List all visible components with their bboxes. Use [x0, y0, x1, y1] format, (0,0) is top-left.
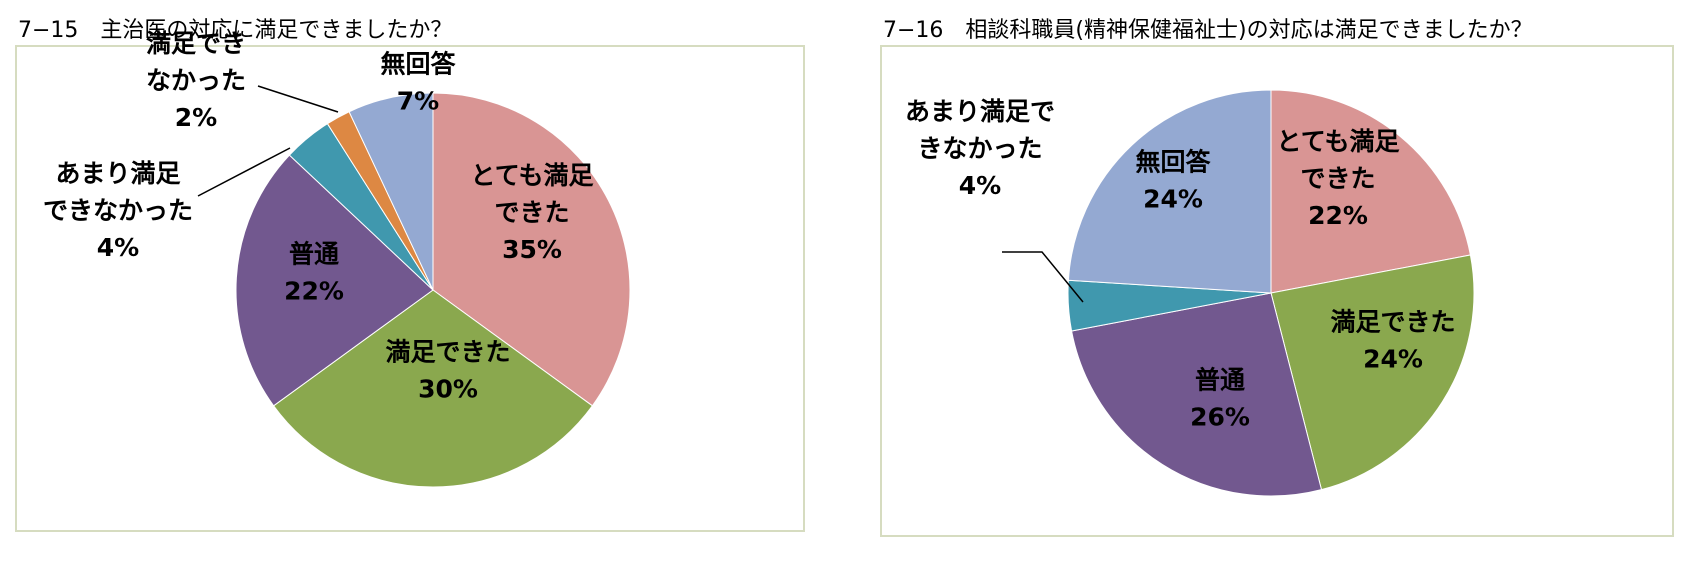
pie2-slice-4 — [1067, 89, 1272, 294]
chart-title-2: 7−16 相談科職員(精神保健福祉士)の対応は満足できましたか？ — [883, 18, 1533, 43]
pie2-slice-1 — [1270, 254, 1475, 491]
pie2-slice-label-3: あまり満足で — [905, 97, 1055, 126]
pie1-slice-label-0: できた — [494, 198, 569, 227]
pie2-pct-label-0: 22% — [1308, 201, 1368, 230]
pie1-leader-4 — [257, 85, 339, 113]
pie2-slice-label-3: きなかった — [917, 134, 1042, 163]
pie1-slice-label-4: なかった — [146, 66, 246, 95]
pie1-leader-3 — [197, 147, 291, 197]
pie2-pct-label-2: 26% — [1190, 403, 1250, 432]
pie2-slice-label-0: できた — [1300, 164, 1375, 193]
pie1-pct-label-4: 2% — [175, 103, 217, 132]
pie2-slice-label-0: とても満足 — [1276, 127, 1399, 156]
pie1-slice-5 — [348, 92, 434, 291]
pie1-pct-label-3: 4% — [97, 233, 139, 262]
pie1-slice-label-1: 満足できた — [385, 338, 510, 367]
pie2-pct-label-4: 24% — [1143, 185, 1203, 214]
pie1-slice-label-5: 無回答 — [380, 50, 456, 79]
chart-title-1: 7−15 主治医の対応に満足できましたか？ — [18, 18, 453, 43]
pie1-slice-label-2: 普通 — [289, 240, 339, 269]
pie2-slice-2 — [1071, 292, 1323, 497]
pie1-slice-label-3: できなかった — [43, 196, 193, 225]
pie2-slice-label-2: 普通 — [1195, 366, 1245, 395]
pie2-leader-3 — [1002, 251, 1084, 303]
pie1-slice-2 — [235, 154, 434, 407]
pie1-pct-label-5: 7% — [397, 87, 439, 116]
pie2-slice-0 — [1270, 89, 1471, 294]
pie2-pct-label-1: 24% — [1363, 345, 1423, 374]
pie2-slice-label-4: 無回答 — [1135, 148, 1211, 177]
pie2-slice-label-1: 満足できた — [1330, 308, 1455, 337]
pie2-pct-label-3: 4% — [959, 171, 1001, 200]
pie1-pct-label-2: 22% — [284, 277, 344, 306]
pie1-pct-label-0: 35% — [502, 235, 562, 264]
pie1-slice-label-4: 満足でき — [146, 29, 246, 58]
pie1-slice-1 — [272, 289, 594, 488]
pie1-slice-0 — [432, 92, 631, 407]
pie1-pct-label-1: 30% — [418, 375, 478, 404]
pie1-slice-label-0: とても満足 — [470, 161, 593, 190]
pie1-slice-label-3: あまり満足 — [55, 159, 180, 188]
